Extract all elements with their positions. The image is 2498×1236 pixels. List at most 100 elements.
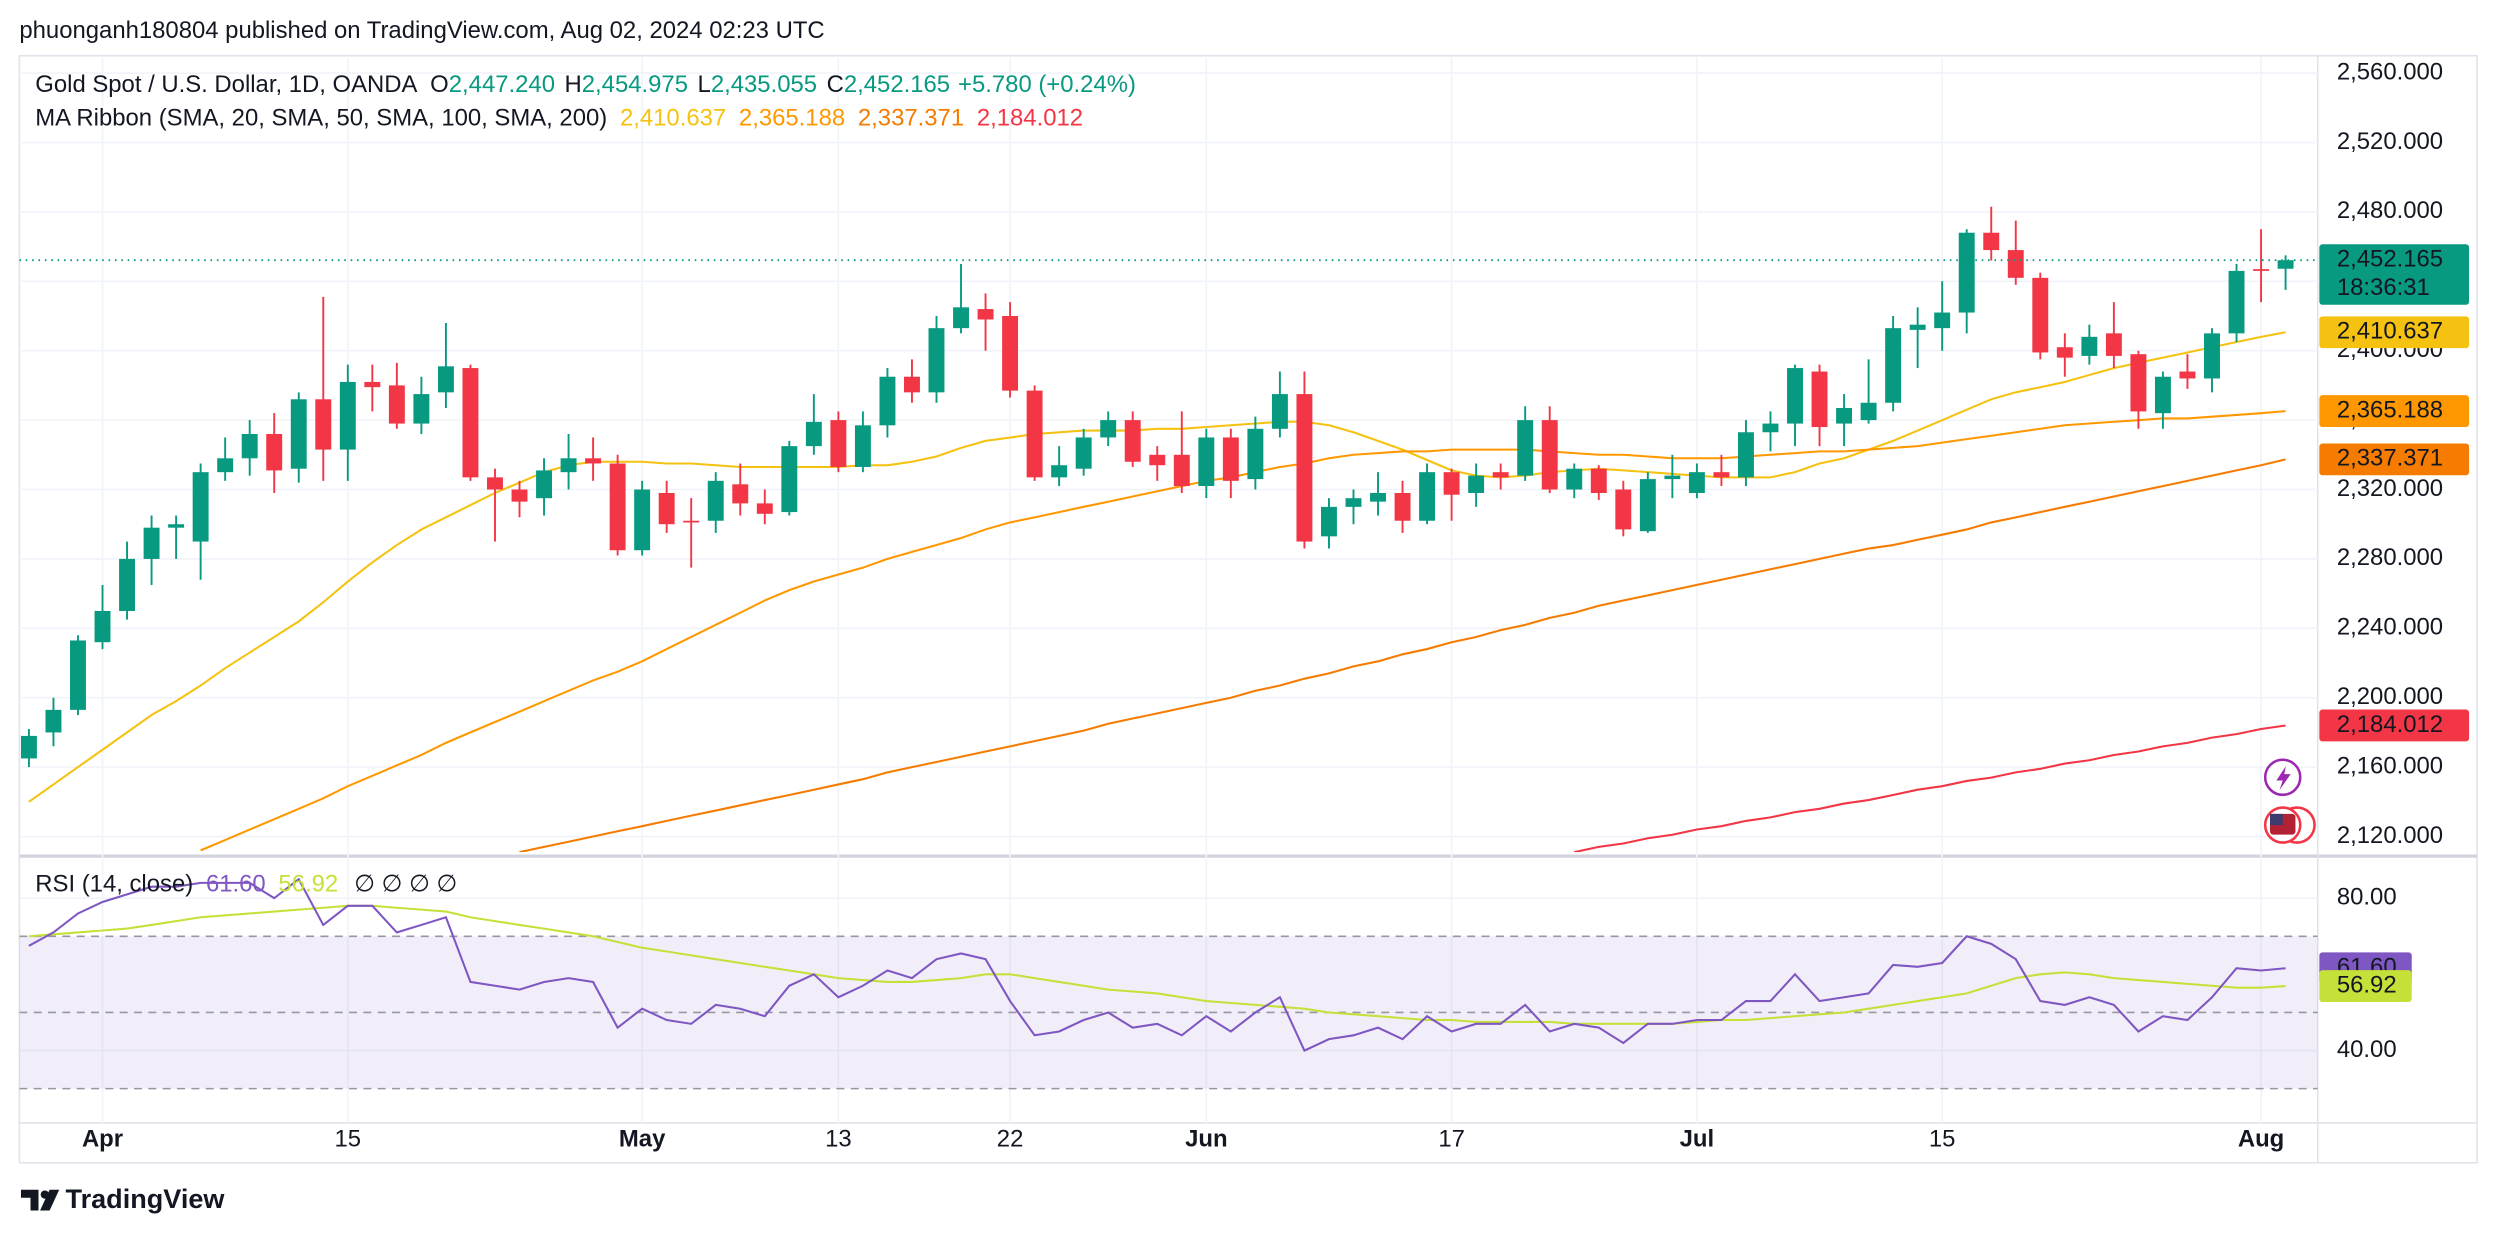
footer-logo: TradingView — [20, 1183, 225, 1214]
candle-body — [1737, 432, 1754, 478]
candle-body — [1688, 472, 1705, 493]
event-icons — [2263, 758, 2316, 844]
last-price-tag — [2319, 244, 2470, 305]
ma-value: 2,365.188 — [739, 105, 845, 132]
ma-value: 2,410.637 — [620, 105, 726, 132]
ma-tag-label: 2,365.188 — [2337, 396, 2443, 423]
candle-body — [2277, 260, 2294, 269]
candle-body — [192, 472, 209, 542]
candle-body — [1639, 479, 1656, 532]
ma-tag — [2319, 395, 2470, 428]
y-tick-label: 2,320.000 — [2337, 475, 2443, 502]
ohlc-value: 2,454.975 — [582, 71, 688, 98]
candle-body — [20, 735, 37, 759]
candle-body — [536, 470, 552, 499]
ohlc-key: C — [827, 71, 844, 98]
ma-tag-label: 2,337.371 — [2337, 445, 2443, 472]
candle-body — [879, 376, 896, 426]
candle-body — [1468, 475, 1485, 493]
candle-body — [1051, 465, 1068, 478]
candle-body — [609, 463, 626, 551]
candle-body — [1394, 492, 1411, 521]
candle-body — [2081, 336, 2098, 356]
candle-body — [1615, 489, 1632, 530]
ma-line — [200, 410, 2286, 852]
legend-ohlc: Gold Spot / U.S. Dollar, 1D, OANDA O2,447… — [35, 71, 1136, 98]
candle-body — [168, 524, 185, 528]
candle-body — [1173, 454, 1190, 487]
candle-body — [143, 527, 160, 559]
rsi-value: 56.92 — [278, 871, 338, 898]
candle-body — [1762, 423, 1779, 433]
candle-body — [94, 610, 111, 643]
x-tick-label: Jul — [1680, 1126, 1715, 1153]
x-tick-label: Apr — [82, 1126, 123, 1153]
rsi-title: RSI (14, close) — [35, 871, 193, 898]
candle-body — [904, 376, 920, 393]
ohlc-key: H — [565, 71, 582, 98]
candle-body — [2253, 269, 2270, 271]
candle-body — [1124, 420, 1141, 462]
ohlc-value: 2,452.165 — [844, 71, 950, 98]
ma-tag — [2319, 316, 2470, 349]
candle-body — [1198, 437, 1215, 487]
candle-body — [290, 399, 307, 469]
candle-body — [1541, 420, 1558, 490]
candle-body — [781, 446, 798, 513]
candle-body — [1075, 437, 1092, 469]
ma-value: 2,337.371 — [858, 105, 964, 132]
candle-body — [1517, 420, 1534, 476]
x-tick-label: 15 — [335, 1126, 362, 1153]
candle-body — [2007, 250, 2024, 278]
candle-body — [1002, 316, 1019, 391]
x-tick-label: 22 — [997, 1126, 1024, 1153]
rsi-line — [28, 877, 2286, 1052]
candle-body — [2130, 354, 2147, 412]
last-price-label: 2,452.165 — [2337, 246, 2443, 273]
candle-body — [1419, 472, 1436, 521]
ohlc-value: 2,435.055 — [711, 71, 817, 98]
candle-body — [413, 394, 430, 424]
y-tick-label: 2,200.000 — [2337, 683, 2443, 710]
ohlc-value: 2,447.240 — [449, 71, 555, 98]
ma-line — [1574, 724, 2286, 853]
candle-body — [1296, 394, 1313, 542]
candle-body — [2228, 270, 2245, 334]
ma-tag — [2319, 443, 2470, 476]
candle-body — [977, 309, 994, 320]
candle-body — [1958, 232, 1975, 313]
y-tick-label: 2,560.000 — [2337, 58, 2443, 85]
y-tick-label: 2,240.000 — [2337, 614, 2443, 641]
y-tick-label: 2,120.000 — [2337, 822, 2443, 849]
candle-body — [928, 328, 945, 393]
rsi-value: 61.60 — [206, 871, 266, 898]
rsi-nulls: ∅ ∅ ∅ ∅ — [354, 871, 457, 898]
candle-body — [805, 421, 822, 447]
candle-body — [462, 368, 479, 478]
ma-line — [28, 331, 2286, 803]
candle-body — [658, 492, 675, 525]
candle-body — [487, 477, 503, 490]
candle-body — [315, 399, 332, 450]
candle-body — [1492, 472, 1509, 478]
candle-body — [2204, 333, 2220, 379]
rsi-pane — [19, 877, 2318, 1090]
candle-body — [364, 381, 381, 388]
ohlc-key: O — [430, 71, 449, 98]
candle-body — [388, 385, 405, 424]
candle-body — [119, 558, 136, 611]
candle-body — [707, 480, 724, 521]
rsi-line — [28, 904, 2286, 1025]
candle-body — [1664, 475, 1681, 480]
x-tick-label: Aug — [2238, 1126, 2284, 1153]
candle-body — [2032, 277, 2049, 353]
symbol-title: Gold Spot / U.S. Dollar, 1D, OANDA — [35, 71, 417, 98]
candle-body — [732, 484, 749, 504]
candle-body — [2179, 371, 2196, 379]
indicator-title: MA Ribbon (SMA, 20, SMA, 50, SMA, 100, S… — [35, 105, 607, 132]
candle-body — [1713, 472, 1730, 478]
x-tick-label: 15 — [1929, 1126, 1956, 1153]
candle-body — [2056, 347, 2073, 358]
candle-body — [854, 425, 871, 467]
